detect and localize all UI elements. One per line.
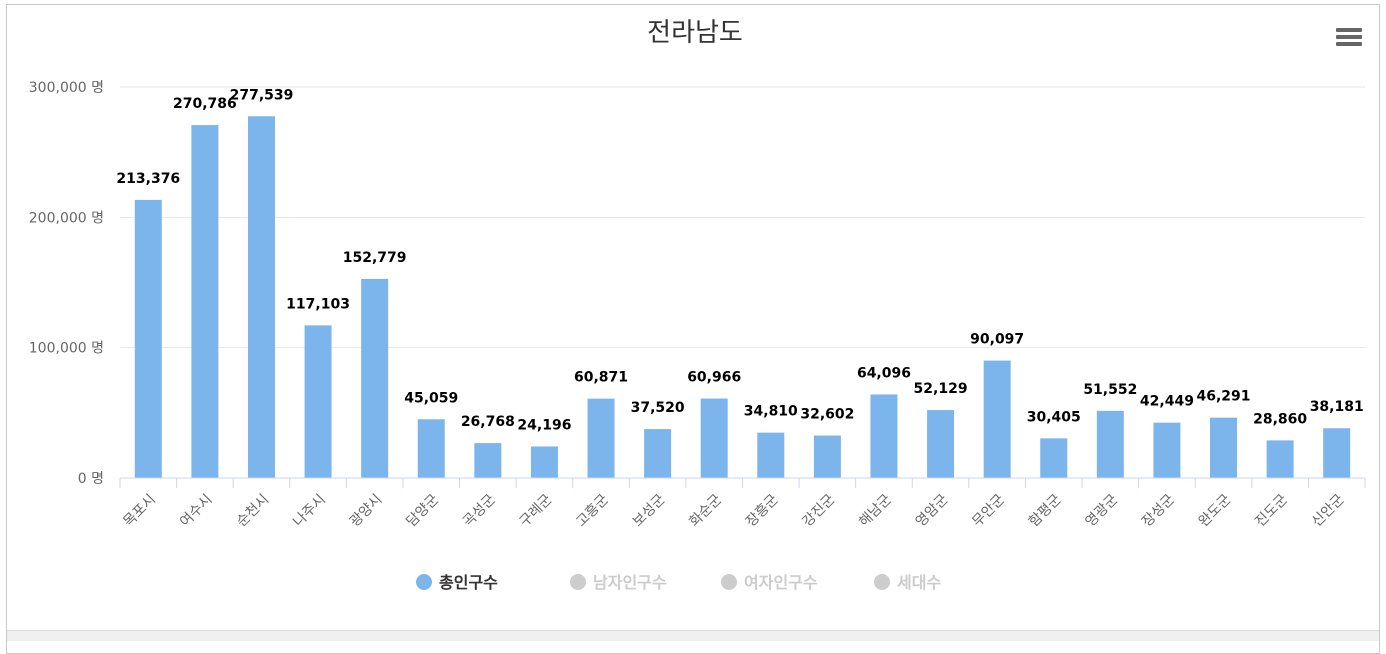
y-tick-label: 100,000 명 <box>29 341 104 357</box>
y-tick-label: 300,000 명 <box>29 80 104 96</box>
legend-item[interactable]: 여자인구수 <box>721 573 818 592</box>
legend-item[interactable]: 세대수 <box>874 573 941 592</box>
bar[interactable] <box>927 410 955 478</box>
x-tick-label: 장성군 <box>1139 491 1178 530</box>
x-tick-label: 곡성군 <box>460 491 499 530</box>
bar[interactable] <box>1266 440 1294 478</box>
data-label: 37,520 <box>631 400 685 416</box>
legend-item[interactable]: 남자인구수 <box>570 573 667 592</box>
legend-label[interactable]: 총인구수 <box>439 573 498 592</box>
data-label: 46,291 <box>1197 389 1251 405</box>
x-tick-label: 고흥군 <box>573 491 612 530</box>
bar[interactable] <box>813 435 841 478</box>
x-tick-label: 함평군 <box>1026 491 1065 530</box>
bar[interactable] <box>1323 428 1351 478</box>
x-tick-label: 나주시 <box>290 492 329 531</box>
data-label: 28,860 <box>1253 411 1307 427</box>
legend-label[interactable]: 세대수 <box>897 573 941 592</box>
x-tick-label: 순천시 <box>234 492 273 531</box>
x-tick-label: 여수시 <box>177 492 216 531</box>
chart-container: 전라남도 0 명 100,000 명 200,000 명 300,000 명 213,… <box>6 4 1380 654</box>
legend-label[interactable]: 여자인구수 <box>744 573 818 592</box>
x-tick-label: 영광군 <box>1083 491 1122 530</box>
bar[interactable] <box>870 394 898 478</box>
data-label: 24,196 <box>517 417 571 433</box>
legend-marker[interactable] <box>416 574 432 590</box>
x-tick-label: 무안군 <box>969 491 1008 530</box>
data-label: 270,786 <box>173 96 237 112</box>
x-tick-label: 완도군 <box>1196 491 1235 530</box>
chart-menu-button[interactable] <box>1335 25 1363 49</box>
legend-marker[interactable] <box>721 574 737 590</box>
y-tick-label: 0 명 <box>78 471 104 487</box>
bar[interactable] <box>304 325 332 478</box>
x-tick-label: 영암군 <box>913 491 952 530</box>
data-label: 52,129 <box>914 381 968 397</box>
x-tick-label: 담양군 <box>403 491 442 530</box>
bar[interactable] <box>1040 438 1068 478</box>
legend: 총인구수 남자인구수 여자인구수 세대수 <box>416 573 941 592</box>
data-label: 90,097 <box>970 332 1024 348</box>
legend-item[interactable]: 총인구수 <box>416 573 498 592</box>
bar[interactable] <box>191 125 219 479</box>
data-label: 30,405 <box>1027 409 1081 425</box>
legend-marker[interactable] <box>570 574 586 590</box>
bar[interactable] <box>474 443 502 478</box>
bar[interactable] <box>247 116 275 478</box>
bar[interactable] <box>530 446 558 478</box>
y-axis-tick-labels: 0 명 100,000 명 200,000 명 300,000 명 <box>29 80 104 487</box>
x-tick-label: 목포시 <box>120 492 159 531</box>
x-axis: 목포시 여수시 순천시 나주시 광양시 담양군 곡성군 구례군 고흥군 보성군 화순군 장흥군 강진군 해… <box>119 477 1366 531</box>
x-tick-label: 광양시 <box>347 492 386 531</box>
legend-marker[interactable] <box>874 574 890 590</box>
bar[interactable] <box>644 429 672 478</box>
data-label: 117,103 <box>286 296 350 312</box>
data-label: 64,096 <box>857 365 911 381</box>
bar-series <box>134 116 1351 479</box>
bar[interactable] <box>361 278 389 478</box>
legend-label[interactable]: 남자인구수 <box>593 573 667 592</box>
data-label: 45,059 <box>404 390 458 406</box>
data-label: 60,871 <box>574 370 628 386</box>
y-tick-label: 200,000 명 <box>29 210 104 226</box>
x-tick-label: 해남군 <box>856 491 895 530</box>
x-tick-label: 화순군 <box>686 491 725 530</box>
chart-title: 전라남도 <box>647 18 743 48</box>
bar[interactable] <box>700 398 728 478</box>
x-tick-label: 진도군 <box>1252 491 1291 530</box>
data-label: 42,449 <box>1140 394 1194 410</box>
bar-chart: 전라남도 0 명 100,000 명 200,000 명 300,000 명 213,… <box>29 18 1366 592</box>
x-tick-label: 장흥군 <box>743 491 782 530</box>
data-label: 32,602 <box>800 407 854 423</box>
bar[interactable] <box>1096 410 1124 478</box>
bar[interactable] <box>417 419 445 478</box>
bar[interactable] <box>134 199 162 478</box>
x-tick-label: 구례군 <box>517 491 556 530</box>
bar[interactable] <box>983 360 1011 478</box>
data-label: 26,768 <box>461 414 515 430</box>
x-tick-label: 보성군 <box>630 491 669 530</box>
bar[interactable] <box>587 398 615 478</box>
data-label: 38,181 <box>1310 399 1364 415</box>
x-tick-label: 신안군 <box>1309 491 1348 530</box>
x-tick-label: 강진군 <box>800 491 839 530</box>
bar[interactable] <box>1210 417 1238 478</box>
data-label: 60,966 <box>687 370 741 386</box>
data-label: 34,810 <box>744 404 798 420</box>
bottom-scrollbar-track <box>7 630 1379 641</box>
bar[interactable] <box>1153 422 1181 478</box>
data-label: 152,779 <box>343 250 407 266</box>
data-label: 51,552 <box>1083 382 1137 398</box>
data-label: 213,376 <box>116 171 180 187</box>
data-label: 277,539 <box>230 87 294 103</box>
bar[interactable] <box>757 432 785 478</box>
